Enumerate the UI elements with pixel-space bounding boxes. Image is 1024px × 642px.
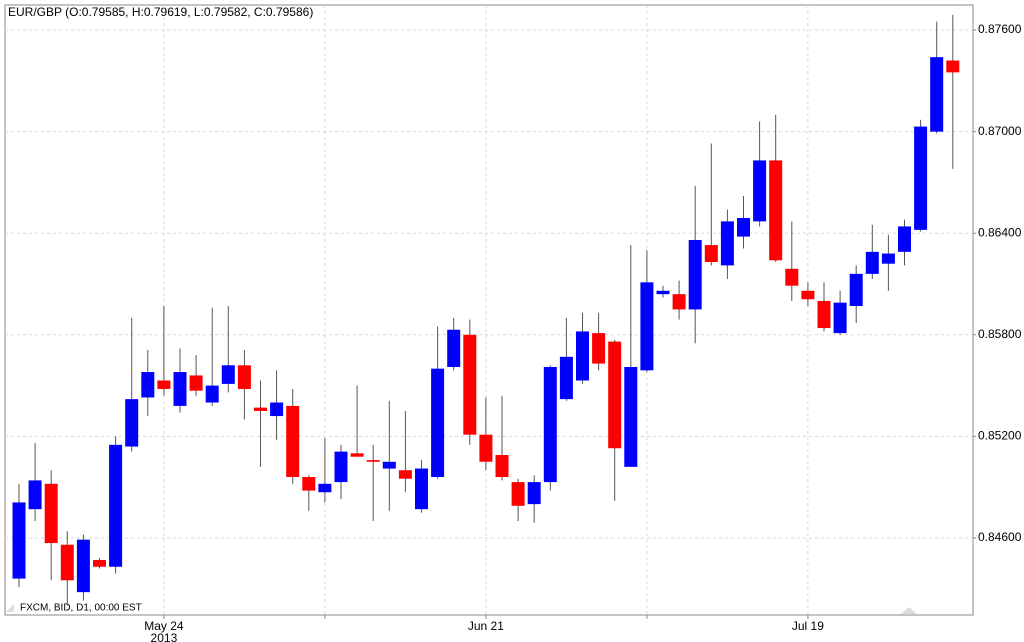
candle-body (753, 160, 767, 222)
candle-body (60, 544, 74, 581)
candle-body (769, 160, 783, 261)
candle-body (237, 365, 251, 389)
candle-body (833, 302, 847, 334)
candle-body (543, 366, 557, 483)
candle-body (511, 482, 525, 506)
candle-body (624, 366, 638, 467)
candle-body (688, 239, 702, 310)
y-tick-label: 0.87000 (978, 124, 1022, 138)
candle-body (704, 245, 718, 263)
chart-title: EUR/GBP (O:0.79585, H:0.79619, L:0.79582… (8, 5, 313, 19)
y-tick-label: 0.85200 (978, 429, 1022, 443)
y-tick-label: 0.87600 (978, 22, 1022, 36)
candle-body (914, 126, 928, 230)
candle-body (447, 329, 461, 367)
candle-body (334, 451, 348, 483)
candle-body (221, 365, 235, 384)
candle-body (93, 559, 106, 567)
candle-body (270, 402, 284, 417)
candle-body (479, 434, 493, 462)
candle-body (656, 290, 670, 295)
candle-body (28, 480, 42, 510)
candle-body (141, 372, 155, 398)
candle-body (881, 253, 895, 264)
candle-body (350, 453, 364, 457)
candle-body (865, 251, 879, 274)
candle-body (366, 460, 380, 462)
candle-body (125, 399, 139, 447)
candle-body (254, 407, 267, 411)
candle-body (592, 333, 606, 364)
candle-body (849, 273, 863, 307)
candle-body (672, 294, 686, 310)
candle-body (640, 282, 654, 371)
candle-body (205, 385, 219, 403)
candle-body (382, 461, 396, 469)
candle-body (463, 334, 477, 435)
y-tick-label: 0.85800 (978, 327, 1022, 341)
candle-body (946, 60, 960, 73)
y-tick-label: 0.86400 (978, 225, 1022, 239)
candle-body (12, 502, 26, 579)
candle-body (286, 405, 300, 478)
candle-body (785, 268, 799, 286)
x-tick-label: May 24 (144, 619, 184, 633)
candle-body (608, 341, 622, 449)
candle-body (527, 482, 541, 505)
candle-body (157, 380, 171, 389)
candle-body (302, 477, 316, 491)
corner-icon (6, 604, 14, 612)
candle-body (801, 290, 815, 300)
year-label: 2013 (151, 631, 178, 642)
scroll-marker (901, 607, 917, 614)
candle-body (431, 368, 445, 478)
candle-body (44, 483, 58, 544)
candle-body (318, 483, 332, 493)
x-tick-label: Jul 19 (792, 619, 824, 633)
candle-body (76, 539, 90, 593)
candle-body (173, 372, 187, 406)
candle-body (898, 226, 911, 252)
candle-body (109, 444, 123, 567)
candle-body (189, 375, 203, 391)
candle-body (559, 356, 573, 400)
plot-frame (4, 4, 974, 616)
candle-body (398, 470, 412, 479)
footer-label: FXCM, BID, D1, 00:00 EST (20, 603, 142, 614)
candle-body (495, 455, 509, 478)
candle-body (576, 331, 589, 381)
y-tick-label: 0.84600 (978, 530, 1022, 544)
x-tick-label: Jun 21 (468, 619, 504, 633)
candle-body (415, 468, 428, 510)
candle-body (737, 217, 750, 237)
candle-body (930, 57, 944, 132)
candle-body (720, 221, 734, 266)
candle-body (817, 300, 831, 329)
